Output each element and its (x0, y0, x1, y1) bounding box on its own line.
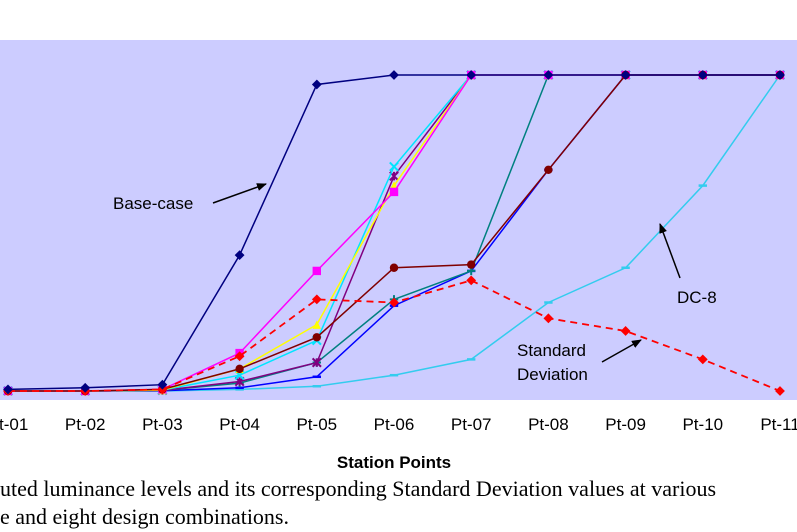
x-tick-pt-06: Pt-06 (374, 415, 415, 434)
point-standard-deviation-pt-10 (697, 354, 708, 365)
series-base-case (3, 70, 785, 395)
point-dark-red-pt-06 (389, 263, 399, 272)
series-layer (3, 70, 785, 396)
x-tick-pt-05: Pt-05 (296, 415, 337, 434)
point-base-case-pt-11 (775, 70, 785, 80)
point-standard-deviation-pt-11 (775, 386, 785, 396)
point-magenta-pt-05 (312, 266, 321, 276)
annotation-base-case: Base-case (113, 194, 193, 213)
x-tick-pt-11: Pt-11 (760, 415, 797, 434)
annotation-arrow-base-case (212, 183, 267, 204)
annotation-std-dev-line1: Standard (517, 341, 586, 360)
x-tick-pt-07: Pt-07 (451, 415, 492, 434)
point-standard-deviation-pt-07 (466, 275, 477, 286)
point-standard-deviation-pt-06 (389, 297, 399, 308)
point-standard-deviation-pt-08 (543, 313, 554, 324)
point-cyan-pt-06 (389, 161, 399, 172)
point-base-case-pt-03 (157, 379, 168, 390)
x-axis-title: Station Points (337, 453, 451, 470)
point-dark-red-pt-07 (467, 260, 476, 269)
x-tick-pt-09: Pt-09 (605, 415, 646, 434)
point-base-case-pt-06 (389, 70, 399, 80)
annotation-arrow-std-dev (601, 339, 642, 363)
annotations: Base-case DC-8 Standard Deviation (113, 183, 717, 384)
figure-caption-line-2: e and eight design combinations. (0, 504, 289, 529)
luminance-line-chart: Pt-01 Pt-02 Pt-03 Pt-04 Pt-05 Pt-06 Pt-07 Pt-08… (0, 40, 797, 470)
x-tick-pt-02: Pt-02 (65, 415, 106, 434)
point-standard-deviation-pt-05 (311, 294, 322, 305)
point-base-case-pt-07 (466, 70, 477, 80)
point-base-case-pt-08 (543, 70, 554, 80)
x-tick-pt-03: Pt-03 (142, 415, 183, 434)
plot-area (0, 40, 797, 400)
point-standard-deviation-pt-04 (234, 351, 245, 362)
x-tick-pt-04: Pt-04 (219, 415, 260, 434)
point-base-case-pt-04 (234, 250, 245, 261)
x-tick-labels: Pt-01 Pt-02 Pt-03 Pt-04 Pt-05 Pt-06 Pt-07 Pt-08… (0, 415, 797, 434)
point-dark-red-pt-04 (235, 364, 244, 374)
annotation-arrow-dc-8 (659, 223, 681, 279)
point-standard-deviation-pt-09 (620, 326, 631, 336)
figure-caption-line-1: uted luminance levels and its correspond… (0, 476, 717, 501)
point-base-case-pt-10 (697, 70, 708, 80)
point-purple-pt-05 (311, 357, 322, 368)
x-tick-pt-10: Pt-10 (682, 415, 723, 434)
point-base-case-pt-02 (80, 382, 91, 393)
point-dark-red-pt-05 (312, 333, 321, 342)
x-tick-pt-08: Pt-08 (528, 415, 569, 434)
annotation-dc-8: DC-8 (677, 288, 717, 307)
point-base-case-pt-05 (311, 79, 322, 90)
point-base-case-pt-01 (3, 384, 13, 395)
point-yellow-pt-05 (312, 320, 321, 329)
x-tick-pt-01: Pt-01 (0, 415, 28, 434)
point-dark-red-pt-08 (544, 165, 553, 174)
point-magenta-pt-06 (389, 187, 399, 197)
point-base-case-pt-09 (620, 70, 631, 80)
annotation-std-dev-line2: Deviation (517, 365, 588, 384)
